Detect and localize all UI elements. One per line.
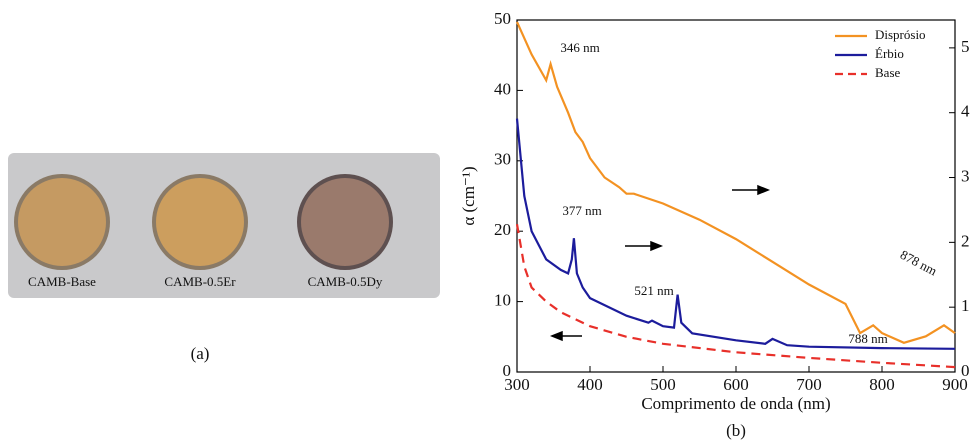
- sample-label: CAMB-0.5Er: [164, 274, 236, 289]
- annotation: 878 nm: [898, 247, 940, 279]
- y-axis-label: α (cm⁻¹): [459, 166, 478, 225]
- sample-disc: [18, 178, 106, 266]
- x-tick-label: 400: [577, 375, 603, 394]
- y-tick-label: 20: [494, 220, 511, 239]
- legend-label: Base: [875, 65, 901, 80]
- y-tick-label: 40: [494, 79, 511, 98]
- series-line: [517, 224, 955, 367]
- y2-tick-label: 4: [961, 102, 970, 121]
- y-tick-label: 0: [503, 361, 512, 380]
- legend-label: Disprósio: [875, 27, 926, 42]
- legend-label: Érbio: [875, 46, 904, 61]
- annotation: 346 nm: [560, 40, 599, 55]
- arrow-head: [758, 186, 768, 194]
- series-line: [517, 119, 955, 349]
- sample-label: CAMB-Base: [28, 274, 96, 289]
- y2-tick-label: 3: [961, 166, 970, 185]
- y2-tick-label: 5: [961, 37, 970, 56]
- panel-caption: (b): [726, 421, 746, 440]
- annotation: 788 nm: [848, 331, 887, 346]
- y2-tick-label: 2: [961, 231, 970, 250]
- x-axis-label: Comprimento de onda (nm): [641, 394, 830, 413]
- sample-disc: [301, 178, 389, 266]
- x-tick-label: 600: [723, 375, 749, 394]
- x-tick-label: 800: [869, 375, 895, 394]
- panel-caption: (a): [191, 344, 210, 363]
- y2-tick-label: 0: [961, 361, 970, 380]
- x-tick-label: 500: [650, 375, 676, 394]
- y2-tick-label: 1: [961, 296, 970, 315]
- arrow-head: [651, 242, 661, 250]
- y-tick-label: 50: [494, 9, 511, 28]
- y-tick-label: 10: [494, 291, 511, 310]
- photo-panel: CAMB-Base CAMB-0.5Er CAMB-0.5Dy (a): [8, 153, 440, 363]
- annotation: 377 nm: [562, 203, 601, 218]
- x-tick-label: 700: [796, 375, 822, 394]
- annotation: 521 nm: [634, 283, 673, 298]
- figure: CAMB-Base CAMB-0.5Er CAMB-0.5Dy (a) Comp…: [0, 0, 978, 446]
- sample-label: CAMB-0.5Dy: [308, 274, 383, 289]
- sample-disc: [156, 178, 244, 266]
- arrow-head: [552, 332, 562, 340]
- y-tick-label: 30: [494, 150, 511, 169]
